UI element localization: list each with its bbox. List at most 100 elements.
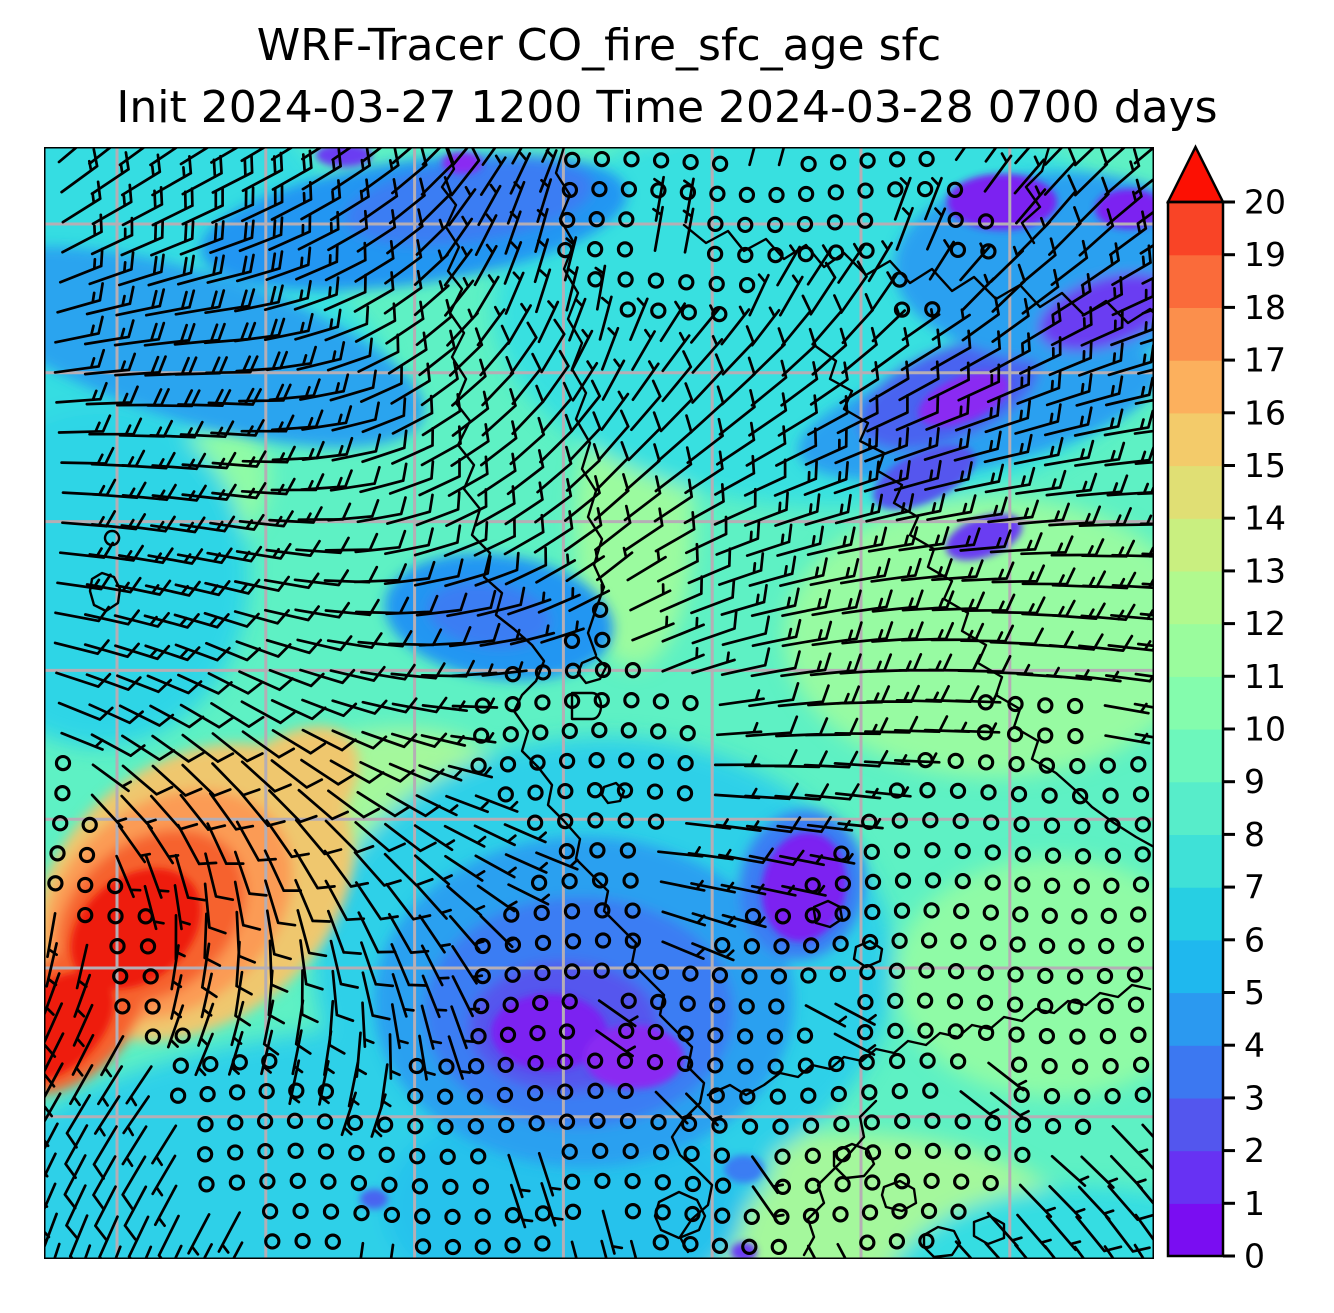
wind-barb [116, 674, 173, 694]
wind-barb [834, 493, 884, 525]
wind-barb [565, 266, 579, 312]
wind-barb [811, 621, 863, 647]
calm-circle [1038, 757, 1056, 774]
wind-barb [1045, 472, 1098, 497]
calm-circle [256, 1113, 274, 1130]
wind-barb [864, 427, 910, 463]
calm-circle [952, 812, 969, 830]
wind-barb [179, 703, 235, 729]
wind-barb [388, 762, 445, 783]
calm-circle [202, 1055, 219, 1073]
wind-barb [57, 701, 114, 721]
wind-barb [1048, 339, 1093, 377]
wind-barb [1021, 567, 1076, 586]
wind-barb [447, 185, 477, 227]
calm-circle [504, 666, 521, 683]
calm-circle [891, 932, 908, 949]
calm-circle [893, 301, 911, 318]
calm-circle [888, 782, 906, 799]
calm-circle [81, 816, 98, 834]
calm-circle [1006, 725, 1024, 743]
calm-circle [924, 1142, 942, 1160]
wind-barb [1141, 582, 1154, 586]
wind-barb [1139, 243, 1154, 255]
calm-circle [257, 1143, 274, 1160]
calm-circle [1074, 848, 1092, 865]
wind-barb [503, 823, 547, 844]
wind-barb [961, 593, 1016, 612]
wind-barb [324, 305, 370, 342]
wind-barb [418, 176, 453, 226]
colorbar-tick-label: 3 [1244, 1078, 1265, 1117]
wind-barb [211, 154, 254, 194]
calm-circle [558, 1113, 576, 1130]
wind-barb [1013, 436, 1064, 465]
wind-barb [661, 616, 705, 643]
calm-circle [618, 752, 635, 769]
calm-circle [977, 754, 995, 771]
wind-barb [775, 427, 818, 467]
wind-barb [1043, 406, 1093, 437]
wind-barb [386, 493, 434, 525]
calm-circle [499, 1026, 517, 1043]
wind-barb [927, 361, 970, 401]
wind-barb [173, 613, 230, 629]
wind-barb [923, 428, 971, 461]
wind-barb [504, 546, 548, 586]
calm-circle [950, 1203, 967, 1220]
wind-barb [83, 609, 140, 626]
wind-barb [270, 180, 313, 221]
wind-barb [144, 289, 196, 317]
wind-barb [415, 298, 453, 347]
wind-barb [895, 206, 914, 251]
calm-circle [533, 904, 550, 922]
wind-barb [865, 493, 915, 523]
wind-barb [834, 1002, 877, 1026]
wind-barb [687, 547, 732, 585]
wind-barb [713, 487, 757, 526]
wind-barb [149, 794, 199, 831]
wind-barb [121, 734, 176, 761]
wind-barb [357, 911, 397, 954]
wind-barb [959, 529, 1012, 552]
calm-circle [623, 962, 640, 979]
wind-barb [563, 507, 603, 552]
wind-barb [384, 527, 434, 556]
wind-barb [748, 682, 800, 708]
calm-circle [924, 872, 942, 889]
calm-circle [561, 181, 579, 199]
wind-barb [867, 240, 893, 283]
calm-circle [346, 1114, 364, 1132]
calm-circle [917, 751, 934, 769]
wind-barb [421, 147, 443, 166]
wind-barb [806, 1244, 817, 1259]
wind-barb [359, 365, 403, 403]
wind-barb [326, 632, 383, 649]
wind-barb [474, 274, 500, 317]
calm-circle [920, 932, 938, 949]
wind-barb [326, 909, 362, 955]
calm-circle [652, 963, 670, 981]
wind-barb [1080, 309, 1124, 347]
calm-circle [228, 1084, 246, 1101]
wind-barb [1020, 535, 1074, 556]
colorbar-over-arrow [1165, 144, 1226, 204]
calm-circle [679, 725, 696, 742]
wind-barb [357, 333, 400, 373]
calm-circle [534, 694, 551, 711]
calm-circle [1067, 727, 1084, 745]
calm-circle [646, 1053, 664, 1071]
calm-circle [1099, 1027, 1117, 1045]
wind-barb [445, 215, 474, 257]
wind-barb [53, 348, 106, 374]
calm-circle [953, 1173, 970, 1190]
calm-circle [678, 274, 695, 291]
calm-circle [770, 1238, 787, 1256]
colorbar-tick-label: 10 [1244, 710, 1286, 749]
wind-barb [421, 974, 448, 1019]
calm-circle [52, 815, 69, 832]
calm-circle [677, 755, 694, 772]
wind-barb [504, 210, 522, 255]
calm-circle [526, 814, 544, 831]
wind-barb [149, 147, 180, 167]
